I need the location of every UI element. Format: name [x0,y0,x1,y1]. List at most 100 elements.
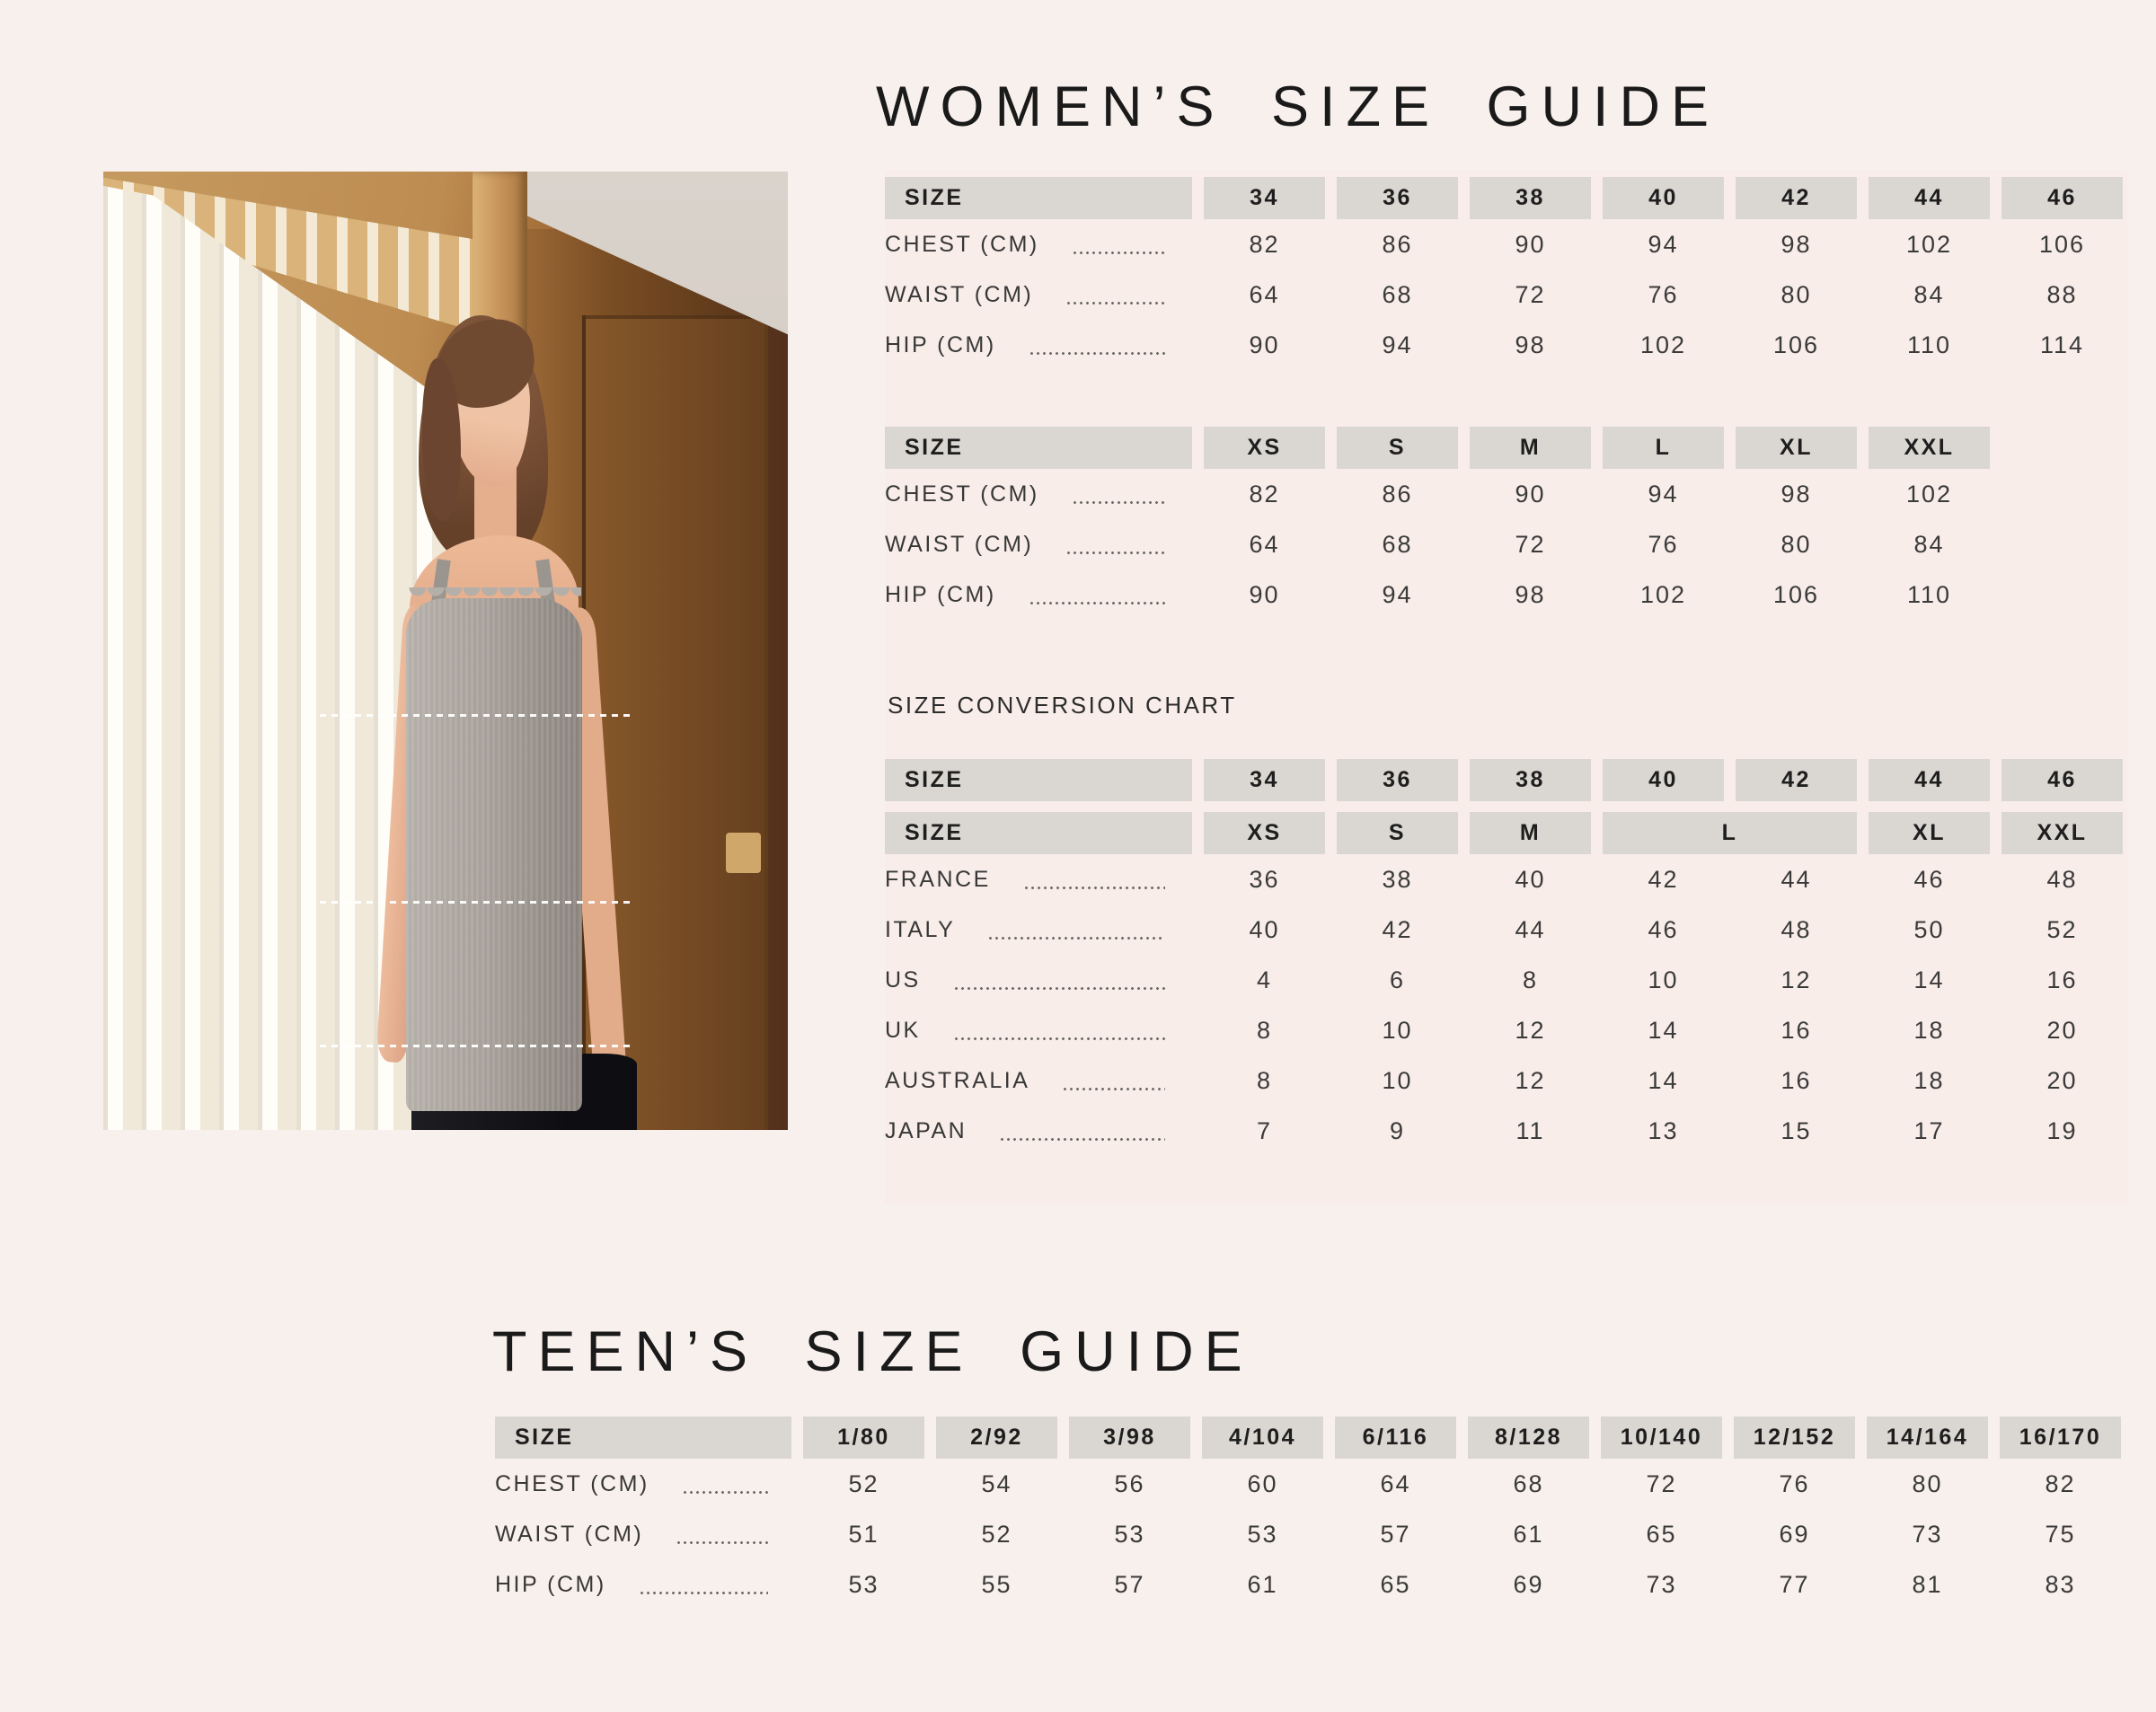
table-header-row: SIZE 34 36 38 40 42 44 46 [885,759,2123,801]
size-header-cell: SIZE [885,427,1192,469]
row-label: ITALY [885,905,1192,955]
value-cell: 98 [1780,480,1812,507]
value-cell: 68 [1382,280,1413,308]
table-row: HIP (CM) 53 55 57 61 65 69 73 77 81 83 [495,1559,2121,1610]
value-cell: 57 [1114,1570,1145,1598]
hip-measurement-line [319,1045,632,1048]
teens-size-guide-title: TEEN’S SIZE GUIDE [492,1320,1253,1383]
value-cell: 7 [1256,1116,1273,1144]
size-header-cell: SIZE [885,812,1192,854]
value-cell: 102 [1905,480,1953,507]
value-cell: 81 [1912,1570,1943,1598]
value-cell: 8 [1256,1016,1273,1044]
value-cell: 72 [1646,1469,1677,1497]
table-row: HIP (CM) 90 94 98 102 106 110 [885,569,2123,620]
size-column-header: 3/98 [1069,1416,1190,1459]
table-row: CHEST (CM) 52 54 56 60 64 68 72 76 80 82 [495,1459,2121,1509]
value-cell: 84 [1913,280,1945,308]
value-cell: 94 [1648,230,1679,258]
value-cell: 48 [2046,865,2078,893]
size-column-header: XL [1736,427,1857,469]
value-cell: 73 [1646,1570,1677,1598]
size-column-header: XXL [2001,812,2123,854]
value-cell: 83 [2045,1570,2076,1598]
size-column-header: 14/164 [1867,1416,1988,1459]
size-column-header: 10/140 [1601,1416,1722,1459]
size-header-cell: SIZE [495,1416,791,1459]
row-label-text: HIP (CM) [495,1571,606,1597]
row-label-text: HIP (CM) [885,581,996,607]
value-cell: 65 [1646,1520,1677,1548]
table-row: ITALY 40 42 44 46 48 50 52 [885,905,2123,955]
size-column-header: S [1337,812,1458,854]
value-cell: 106 [1772,331,1820,358]
value-cell: 80 [1780,280,1812,308]
size-column-header: 38 [1470,759,1591,801]
size-column-header: 34 [1204,759,1325,801]
value-cell: 53 [1114,1520,1145,1548]
value-cell: 57 [1380,1520,1411,1548]
value-cell: 94 [1648,480,1679,507]
value-cell: 64 [1249,280,1280,308]
value-cell: 110 [1906,331,1952,358]
value-cell: 76 [1648,530,1679,558]
value-cell: 69 [1513,1570,1544,1598]
row-label-text: WAIST (CM) [885,531,1034,557]
row-label-text: CHEST (CM) [495,1470,649,1496]
row-label-text: UK [885,1017,921,1043]
row-label-text: US [885,966,921,993]
size-column-header: 2/92 [936,1416,1057,1459]
value-cell: 64 [1249,530,1280,558]
table-row: WAIST (CM) 51 52 53 53 57 61 65 69 73 75 [495,1509,2121,1559]
table-row: FRANCE 36 38 40 42 44 46 48 [885,854,2123,905]
dotted-leader [952,1037,1165,1040]
table-row: US 4 6 8 10 12 14 16 [885,955,2123,1005]
table-row: UK 8 10 12 14 16 18 20 [885,1005,2123,1055]
size-header-cell: SIZE [885,177,1192,219]
size-column-header: S [1337,427,1458,469]
row-label: CHEST (CM) [885,219,1192,269]
tables-background-panel [885,171,2127,1204]
row-label-text: CHEST (CM) [885,231,1039,257]
womens-letter-size-table: SIZE XS S M L XL XXL CHEST (CM) 82 86 90 94 98 102 WAI… [885,427,2123,620]
value-cell: 15 [1780,1116,1812,1144]
size-column-header: 38 [1470,177,1591,219]
size-column-header: XXL [1869,427,1990,469]
value-cell: 110 [1906,580,1952,608]
size-column-header: 40 [1603,177,1724,219]
dotted-leader [1028,351,1165,355]
value-cell: 114 [2039,331,2085,358]
size-column-header: XL [1869,812,1990,854]
value-cell: 73 [1912,1520,1943,1548]
value-cell: 69 [1779,1520,1810,1548]
value-cell: 98 [1515,331,1546,358]
value-cell: 90 [1249,580,1280,608]
table-header-row: SIZE XS S M L XL XXL [885,427,2123,469]
value-cell: 56 [1114,1469,1145,1497]
dotted-leader [681,1490,768,1494]
value-cell: 98 [1780,230,1812,258]
womens-cm-size-table: SIZE 34 36 38 40 42 44 46 CHEST (CM) 82 86 90 94 98 10… [885,177,2123,370]
value-cell: 10 [1648,966,1679,993]
row-label: CHEST (CM) [495,1459,791,1509]
value-cell: 9 [1389,1116,1406,1144]
value-cell: 54 [981,1469,1012,1497]
dotted-leader [1022,886,1165,889]
row-label: UK [885,1005,1192,1055]
value-cell: 40 [1249,915,1280,943]
value-cell: 8 [1256,1066,1273,1094]
size-column-header: 12/152 [1734,1416,1855,1459]
value-cell: 51 [848,1520,879,1548]
row-label-text: JAPAN [885,1117,968,1143]
table-header-row: SIZE 1/80 2/92 3/98 4/104 6/116 8/128 10/140 12/… [495,1416,2121,1459]
size-column-header: L [1603,812,1857,854]
table-row: JAPAN 7 9 11 13 15 17 19 [885,1106,2123,1156]
womens-size-guide-title: WOMEN’S SIZE GUIDE [876,75,1720,138]
row-label-text: CHEST (CM) [885,481,1039,507]
value-cell: 18 [1913,1016,1945,1044]
value-cell: 88 [2046,280,2078,308]
dotted-leader [1065,551,1165,554]
value-cell: 8 [1522,966,1539,993]
value-cell: 68 [1382,530,1413,558]
value-cell: 48 [1780,915,1812,943]
